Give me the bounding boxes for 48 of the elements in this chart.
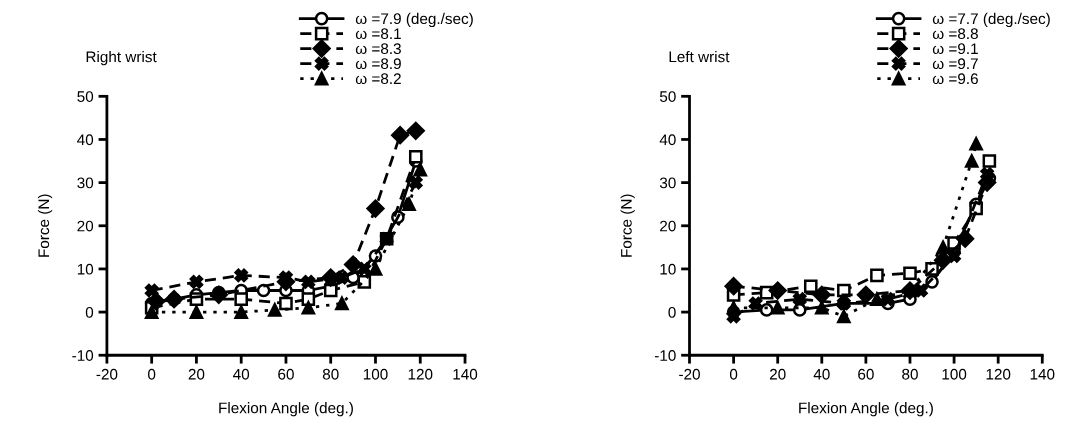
legend-label: ω =8.1	[355, 28, 401, 40]
legend-label: ω =7.9 (deg./sec)	[355, 12, 473, 28]
y-tick-label: 30	[659, 177, 676, 189]
x-tick-label: 80	[322, 368, 339, 380]
x-tick-label: 20	[769, 368, 786, 380]
chart-title: Right wrist	[86, 51, 157, 66]
y-tick-label: 0	[668, 306, 676, 318]
legend-label: ω =7.7 (deg./sec)	[932, 12, 1050, 28]
y-tick-label: 40	[77, 134, 94, 146]
y-tick-label: 40	[659, 134, 676, 146]
y-tick-label: 50	[659, 91, 676, 102]
legend-label: ω =9.7	[932, 58, 978, 70]
legend-label: ω =8.9	[355, 58, 401, 70]
y-tick-label: 0	[85, 306, 94, 318]
x-tick-label: 60	[278, 368, 294, 380]
x-tick-label: 80	[902, 368, 918, 380]
y-axis-title: Force (N)	[620, 194, 635, 257]
x-tick-label: 100	[363, 368, 388, 380]
x-tick-label: 140	[1030, 368, 1055, 380]
legend-label: ω =8.3	[355, 43, 401, 55]
x-tick-label: 100	[942, 368, 967, 380]
x-tick-label: 120	[408, 368, 433, 380]
y-tick-label: 10	[660, 263, 676, 275]
x-tick-label: 60	[858, 368, 874, 380]
y-tick-label: 20	[77, 220, 94, 232]
legend-label: ω =9.6	[932, 73, 978, 85]
x-tick-label: 0	[148, 368, 156, 380]
legend-label: ω =8.2	[355, 73, 401, 85]
y-tick-label: 50	[77, 91, 94, 102]
y-tick-label: -10	[654, 350, 676, 361]
x-tick-label: -20	[96, 368, 118, 380]
x-axis-title: Flexion Angle (deg.)	[219, 402, 353, 417]
chart-title: Left wrist	[669, 51, 730, 63]
x-axis-title: Flexion Angle (deg.)	[799, 402, 933, 417]
x-tick-label: 40	[233, 368, 250, 380]
x-tick-label: -20	[679, 368, 700, 380]
y-tick-label: -10	[72, 350, 94, 361]
x-tick-label: 120	[986, 368, 1011, 380]
legend-label: ω =9.1	[932, 43, 978, 55]
y-tick-label: 30	[77, 177, 94, 189]
x-tick-label: 40	[813, 368, 830, 380]
y-tick-label: 10	[77, 263, 94, 275]
x-tick-label: 20	[188, 368, 205, 380]
y-tick-label: 20	[660, 220, 676, 232]
x-tick-label: 140	[453, 368, 478, 380]
x-tick-label: 0	[729, 368, 738, 380]
legend-label: ω =8.8	[932, 28, 978, 40]
y-axis-title: Force (N)	[37, 194, 53, 257]
